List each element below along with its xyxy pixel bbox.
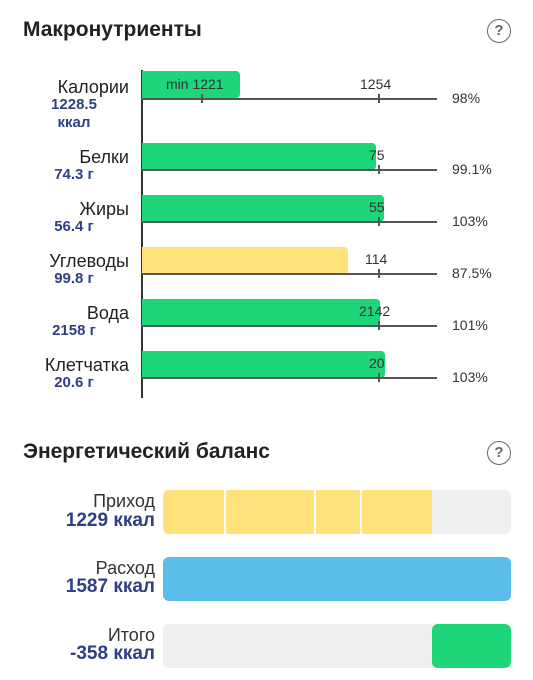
balance-label: Расход <box>95 558 155 578</box>
macro-percent: 103% <box>452 213 488 229</box>
macro-value: 74.3 г <box>54 166 94 183</box>
balance-track <box>163 624 511 668</box>
balance-fill <box>163 557 511 601</box>
macro-min-tick <box>201 94 203 103</box>
balance-title: Энергетический баланс <box>23 440 270 463</box>
macro-min-label: min 1221 <box>166 76 224 92</box>
macro-ref-tick <box>378 165 380 174</box>
macro-percent: 101% <box>452 317 488 333</box>
macros-help-icon[interactable]: ? <box>487 19 511 43</box>
macro-ref-tick <box>378 94 380 103</box>
macro-label: Калории <box>57 77 129 97</box>
macro-label: Клетчатка <box>44 355 129 375</box>
balance-label: Итого <box>107 625 155 645</box>
macro-ref-tick <box>378 321 380 330</box>
macro-percent: 98% <box>452 90 481 106</box>
balance-help-icon[interactable]: ? <box>487 441 511 465</box>
macro-bar <box>142 247 348 274</box>
macro-bar <box>142 299 380 326</box>
macro-ref-tick <box>378 217 380 226</box>
balance-value: 1229 ккал <box>65 510 155 531</box>
macro-label: Вода <box>86 303 129 323</box>
macros-axis <box>141 70 143 398</box>
macro-percent: 103% <box>452 369 488 385</box>
macro-ref-label: 20 <box>369 355 385 371</box>
macro-value-number: 1228.5 <box>51 96 97 113</box>
macro-value: 56.4 г <box>54 218 94 235</box>
macro-baseline <box>141 273 437 275</box>
macro-percent: 99.1% <box>452 161 492 177</box>
segment-divider <box>360 490 362 534</box>
macro-ref-label: 2142 <box>359 303 391 319</box>
balance-track <box>163 490 511 534</box>
macros-title: Макронутриенты <box>23 18 202 41</box>
macro-bar <box>142 195 384 222</box>
macro-baseline <box>141 98 437 100</box>
balance-value: -358 ккал <box>70 643 155 664</box>
macro-value-unit: ккал <box>57 114 91 131</box>
macro-ref-label: 1254 <box>360 76 392 92</box>
macro-bar <box>142 71 240 98</box>
balance-value: 1587 ккал <box>65 576 155 597</box>
macro-label: Углеводы <box>49 251 129 271</box>
macro-label: Белки <box>79 147 129 167</box>
segment-divider <box>314 490 316 534</box>
balance-label: Приход <box>93 491 155 511</box>
segment-divider <box>224 490 226 534</box>
macro-percent: 87.5% <box>452 265 492 281</box>
macro-value: 20.6 г <box>54 374 94 391</box>
macro-value: 2158 г <box>52 322 96 339</box>
macro-ref-tick <box>378 373 380 382</box>
balance-track <box>163 557 511 601</box>
macro-ref-label: 75 <box>369 147 385 163</box>
macro-bar <box>142 143 376 170</box>
balance-fill <box>163 490 432 534</box>
macro-value: 99.8 г <box>54 270 94 287</box>
macro-bar <box>142 351 385 378</box>
macro-ref-label: 55 <box>369 199 385 215</box>
macro-baseline <box>141 377 437 379</box>
macro-label: Жиры <box>79 199 129 219</box>
macro-ref-tick <box>378 269 380 278</box>
macro-value: 1228.5 ккал <box>19 96 129 132</box>
macro-baseline <box>141 325 437 327</box>
macro-ref-label: 114 <box>365 251 388 267</box>
macro-baseline <box>141 221 437 223</box>
balance-fill <box>432 624 511 668</box>
macro-baseline <box>141 169 437 171</box>
